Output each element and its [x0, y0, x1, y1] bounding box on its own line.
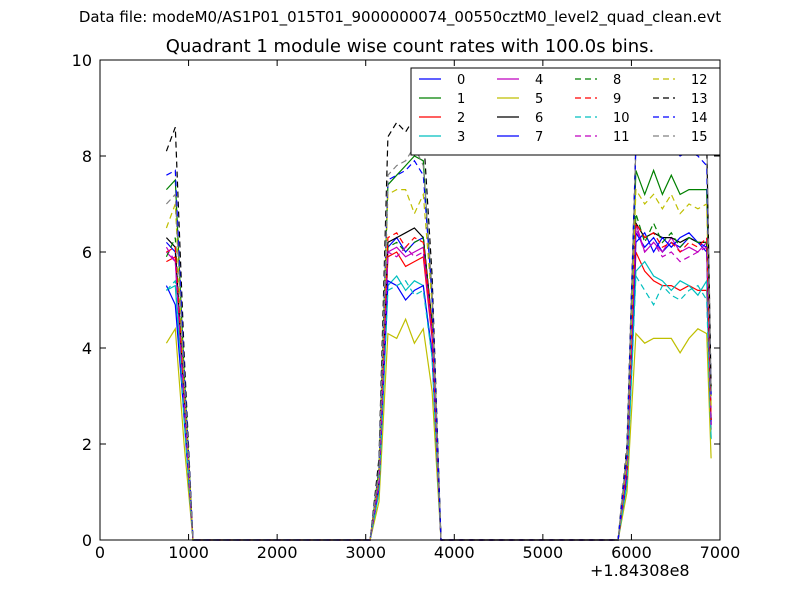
y-tick-label: 4 [82, 339, 92, 358]
legend-label-3: 3 [457, 130, 465, 145]
legend-label-11: 11 [613, 130, 630, 145]
x-offset-label: +1.84308e8 [590, 561, 690, 580]
legend-label-0: 0 [457, 73, 465, 88]
legend-label-10: 10 [613, 111, 630, 126]
y-tick-label: 2 [82, 435, 92, 454]
legend-label-8: 8 [613, 73, 621, 88]
y-tick-label: 0 [82, 531, 92, 550]
x-tick-label: 2000 [257, 543, 298, 562]
legend-label-2: 2 [457, 111, 465, 126]
legend-label-9: 9 [613, 92, 621, 107]
legend-label-15: 15 [691, 130, 708, 145]
x-tick-label: 6000 [611, 543, 652, 562]
legend-label-6: 6 [535, 111, 543, 126]
x-tick-label: 7000 [700, 543, 741, 562]
y-tick-label: 10 [72, 51, 92, 70]
x-tick-label: 1000 [168, 543, 209, 562]
legend-label-5: 5 [535, 92, 543, 107]
legend-label-7: 7 [535, 130, 543, 145]
x-tick-label: 0 [95, 543, 105, 562]
chart-title: Quadrant 1 module wise count rates with … [165, 36, 655, 57]
legend-label-14: 14 [691, 111, 708, 126]
legend-label-4: 4 [535, 73, 543, 88]
x-axis: 0 1000 2000 3000 4000 5000 6000 7000 [95, 60, 740, 562]
series-line-10 [165, 274, 712, 541]
plot-area [165, 116, 712, 541]
series-line-14 [166, 145, 712, 541]
legend-label-12: 12 [691, 73, 708, 88]
suptitle: Data file: modeM0/AS1P01_015T01_90000000… [78, 8, 722, 26]
x-tick-label: 5000 [522, 543, 563, 562]
legend-label-13: 13 [691, 92, 708, 107]
x-tick-label: 3000 [345, 543, 386, 562]
x-tick-label: 4000 [434, 543, 475, 562]
y-tick-label: 6 [82, 243, 92, 262]
plot-frame [99, 59, 721, 541]
y-tick-label: 8 [82, 147, 92, 166]
legend-box [410, 67, 721, 156]
legend-label-1: 1 [457, 92, 465, 107]
series-line-15 [165, 116, 712, 541]
